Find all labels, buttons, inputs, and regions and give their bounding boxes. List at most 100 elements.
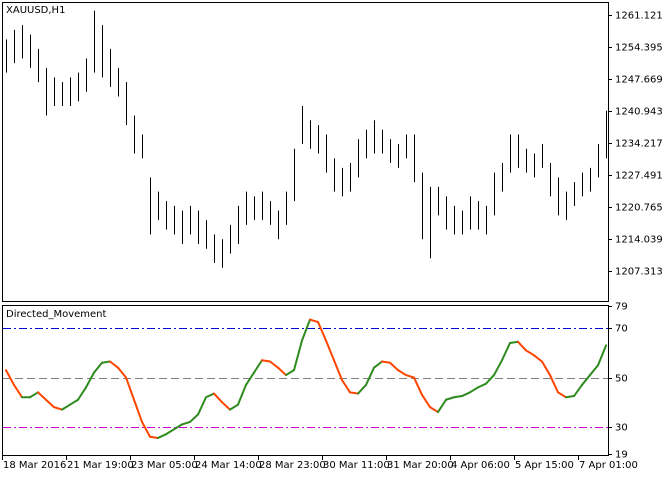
y-tick-label: 70 [615, 324, 628, 335]
indicator-segment [149, 435, 159, 439]
y-tick-label: 1240.943 [615, 107, 663, 118]
indicator-segment [565, 395, 575, 399]
indicator-segment [13, 383, 23, 399]
indicator-segment [349, 391, 359, 395]
y-tick-label: 1214.039 [615, 235, 663, 246]
x-tick-label: 30 Mar 11:00 [323, 460, 390, 471]
indicator-segment [373, 360, 383, 369]
x-tick-label: 5 Apr 15:00 [515, 460, 574, 471]
indicator-segment [573, 383, 583, 398]
indicator-segment [325, 339, 335, 362]
x-tick-label: 23 Mar 05:00 [131, 460, 198, 471]
indicator-segment [117, 366, 127, 379]
indicator-segment [517, 340, 527, 352]
indicator-segment [493, 359, 503, 377]
indicator-segment [69, 398, 79, 406]
indicator-segment [389, 361, 399, 372]
indicator-segment [173, 423, 183, 431]
indicator-segment [469, 386, 479, 394]
indicator-segment [413, 376, 423, 396]
indicator-segment [317, 321, 327, 342]
indicator-segment [557, 391, 567, 399]
indicator-segment [421, 393, 431, 409]
x-tick-label: 7 Apr 01:00 [579, 460, 638, 471]
indicator-segment [133, 398, 143, 423]
indicator-segment [197, 396, 207, 416]
indicator-segment [237, 383, 247, 406]
indicator-segment [333, 359, 343, 381]
y-tick-label: 1254.395 [615, 43, 663, 54]
indicator-segment [165, 428, 175, 436]
indicator-segment [589, 364, 599, 377]
indicator-segment [37, 391, 47, 401]
indicator-segment [269, 360, 279, 369]
indicator-segment [301, 318, 311, 342]
indicator-segment [277, 366, 287, 377]
indicator-segment [45, 398, 55, 409]
indicator-segment [405, 374, 415, 379]
indicator-segment [397, 369, 407, 377]
indicator-segment [5, 369, 15, 386]
x-tick-label: 31 Mar 20:00 [387, 460, 454, 471]
x-tick-label: 28 Mar 23:00 [259, 460, 326, 471]
y-tick-label: 30 [615, 423, 628, 434]
indicator-segment [357, 383, 367, 395]
indicator-segment [141, 420, 151, 438]
indicator-segment [533, 354, 543, 363]
indicator-segment [429, 406, 439, 414]
indicator-segment [205, 392, 215, 399]
indicator-segment [29, 391, 39, 399]
price-title: XAUUSD,H1 [6, 5, 65, 16]
y-tick-label: 1220.765 [615, 203, 663, 214]
indicator-segment [437, 398, 447, 414]
indicator-segment [541, 360, 551, 377]
indicator-segment [597, 344, 607, 367]
indicator-segment [309, 318, 319, 324]
indicator-segment [261, 359, 271, 363]
indicator-segment [461, 391, 471, 398]
y-tick-label: 1234.217 [615, 139, 663, 150]
indicator-segment [341, 379, 351, 394]
indicator-title: Directed_Movement [6, 309, 106, 320]
y-tick-label: 1207.313 [615, 267, 663, 278]
indicator-segment [93, 361, 103, 374]
indicator-segment [477, 382, 487, 389]
indicator-segment [581, 374, 591, 386]
y-tick-label: 79 [615, 302, 628, 313]
y-tick-label: 19 [615, 450, 628, 461]
indicator-segment [53, 406, 63, 411]
x-tick-label: 18 Mar 2016 [3, 460, 66, 471]
y-tick-label: 50 [615, 374, 628, 385]
indicator-segment [381, 360, 391, 364]
indicator-segment [213, 392, 223, 404]
indicator-segment [525, 349, 535, 357]
indicator-segment [509, 340, 519, 344]
indicator-segment [365, 366, 375, 386]
y-tick-label: 1227.491 [615, 171, 663, 182]
x-tick-label: 21 Mar 19:00 [67, 460, 134, 471]
indicator-segment [109, 360, 119, 369]
indicator-segment [293, 339, 303, 372]
indicator-segment [549, 374, 559, 394]
indicator-segment [85, 371, 95, 389]
indicator-segment [445, 396, 455, 401]
indicator-segment [77, 386, 87, 401]
x-tick-label: 4 Apr 06:00 [451, 460, 510, 471]
indicator-segment [189, 413, 199, 423]
indicator-segment [125, 376, 135, 401]
indicator-segment [245, 371, 255, 386]
indicator-segment [229, 403, 239, 411]
indicator-segment [253, 359, 263, 374]
x-tick-label: 24 Mar 14:00 [195, 460, 262, 471]
indicator-panel [2, 305, 609, 456]
price-panel [2, 2, 609, 302]
indicator-segment [181, 420, 191, 426]
indicator-segment [285, 369, 295, 377]
y-tick-label: 1261.121 [615, 11, 663, 22]
indicator-segment [101, 360, 111, 364]
indicator-segment [485, 374, 495, 385]
indicator-segment [61, 403, 71, 411]
indicator-segment [157, 433, 167, 439]
y-tick-label: 1247.669 [615, 75, 663, 86]
